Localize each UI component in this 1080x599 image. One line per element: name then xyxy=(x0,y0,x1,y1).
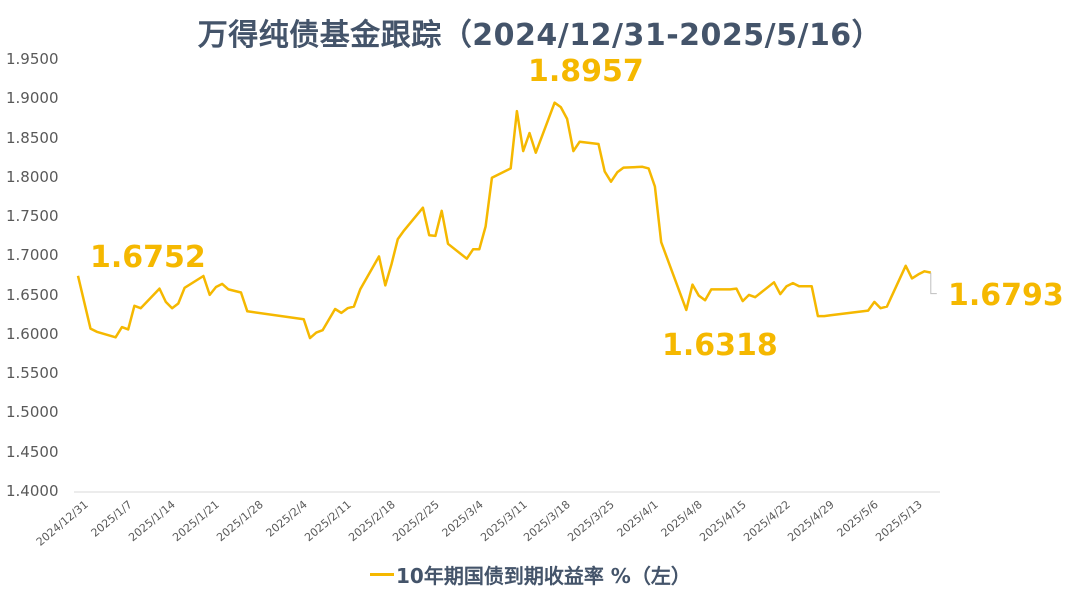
yield-line xyxy=(76,101,932,340)
start-value-label: 1.6752 xyxy=(90,240,206,275)
y-tick-label: 1.9500 xyxy=(6,50,59,68)
y-tick-label: 1.6000 xyxy=(6,324,59,343)
y-tick-label: 1.5000 xyxy=(6,403,59,422)
end-value-label: 1.6793 xyxy=(948,278,1064,313)
y-tick-label: 1.7000 xyxy=(6,246,59,265)
y-tick-label: 1.5500 xyxy=(6,364,59,383)
y-tick-label: 1.4000 xyxy=(6,482,59,500)
end-label-leader-line xyxy=(930,272,937,295)
y-tick-label: 1.8000 xyxy=(6,167,59,186)
y-tick-label: 1.7500 xyxy=(6,207,59,226)
legend-label: 10年期国债到期收益率 %（左） xyxy=(396,564,691,588)
y-tick-label: 1.6500 xyxy=(6,285,59,304)
legend-line-swatch xyxy=(370,573,394,576)
y-tick-label: 1.9000 xyxy=(6,89,59,108)
legend: 10年期国债到期收益率 %（左） xyxy=(370,560,691,589)
y-tick-label: 1.8500 xyxy=(6,128,59,147)
y-tick-label: 1.4500 xyxy=(6,442,59,461)
chart-title: 万得纯债基金跟踪（2024/12/31-2025/5/16） xyxy=(197,18,883,53)
peak-value-label: 1.8957 xyxy=(528,54,644,89)
low-value-label: 1.6318 xyxy=(662,328,778,363)
